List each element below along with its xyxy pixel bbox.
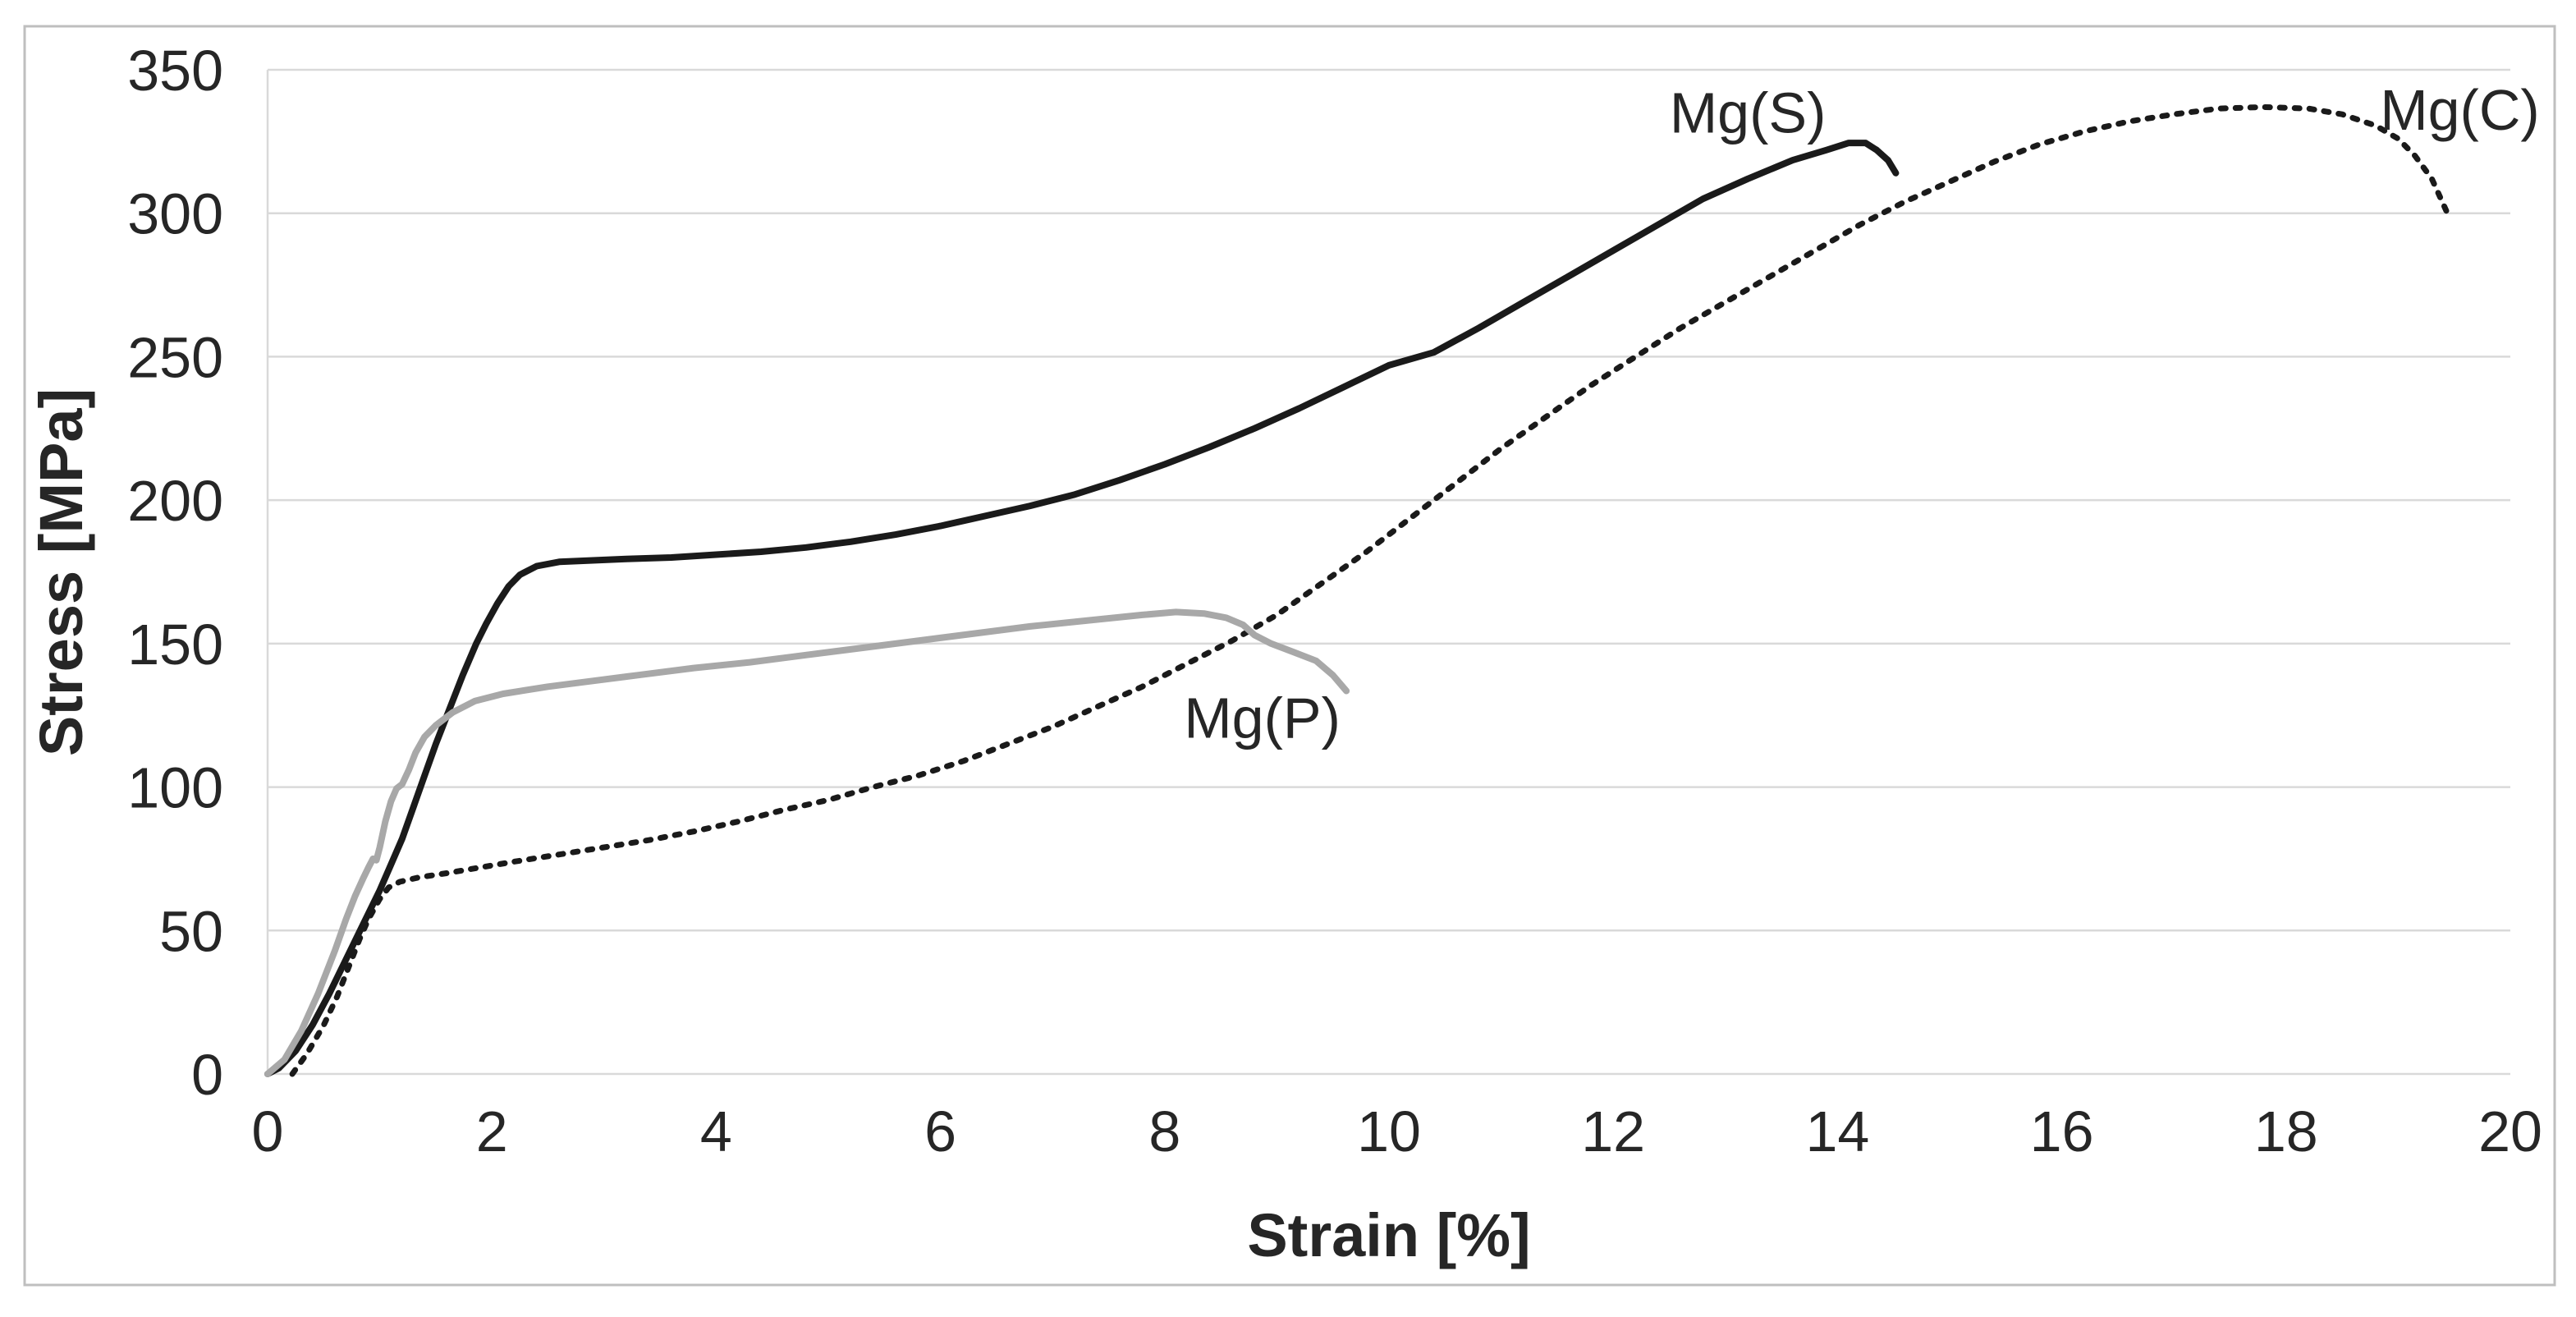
x-tick-label-16: 16 <box>2030 1099 2094 1163</box>
x-tick-label-20: 20 <box>2478 1099 2542 1163</box>
x-tick-label-0: 0 <box>252 1099 284 1163</box>
y-tick-label-50: 50 <box>159 899 223 963</box>
y-axis-title: Stress [MPa] <box>27 388 95 756</box>
y-tick-label-300: 300 <box>127 182 223 246</box>
x-tick-label-14: 14 <box>1805 1099 1869 1163</box>
curve-mg-p <box>264 608 1350 1077</box>
figure-border <box>23 25 2556 1287</box>
curve-mg-c <box>289 103 2452 1077</box>
series-label-mg-s: Mg(S) <box>1670 80 1827 145</box>
x-tick-label-18: 18 <box>2254 1099 2318 1163</box>
series-label-mg-p: Mg(P) <box>1184 686 1341 750</box>
series-labels: Mg(S) Mg(C) Mg(P) <box>1184 78 2539 750</box>
x-tick-label-4: 4 <box>700 1099 732 1163</box>
x-tick-label-12: 12 <box>1581 1099 1645 1163</box>
x-tick-label-8: 8 <box>1148 1099 1180 1163</box>
curve-mg-s <box>264 140 1900 1077</box>
y-tick-label-100: 100 <box>127 756 223 820</box>
y-tick-label-350: 350 <box>127 39 223 103</box>
y-tick-label-0: 0 <box>191 1043 223 1107</box>
y-tick-label-200: 200 <box>127 469 223 533</box>
x-tick-label-6: 6 <box>924 1099 956 1163</box>
x-axis-title: Strain [%] <box>1247 1201 1530 1269</box>
x-tick-label-2: 2 <box>476 1099 508 1163</box>
tick-labels: 0 50 100 150 200 250 300 350 0 2 4 6 8 10 12 14 16 18 20 <box>127 39 2542 1163</box>
series-label-mg-c: Mg(C) <box>2380 78 2539 142</box>
y-tick-label-250: 250 <box>127 325 223 389</box>
curves <box>264 103 2452 1077</box>
y-tick-label-150: 150 <box>127 613 223 677</box>
x-tick-label-10: 10 <box>1357 1099 1421 1163</box>
gridlines <box>268 68 2510 1076</box>
